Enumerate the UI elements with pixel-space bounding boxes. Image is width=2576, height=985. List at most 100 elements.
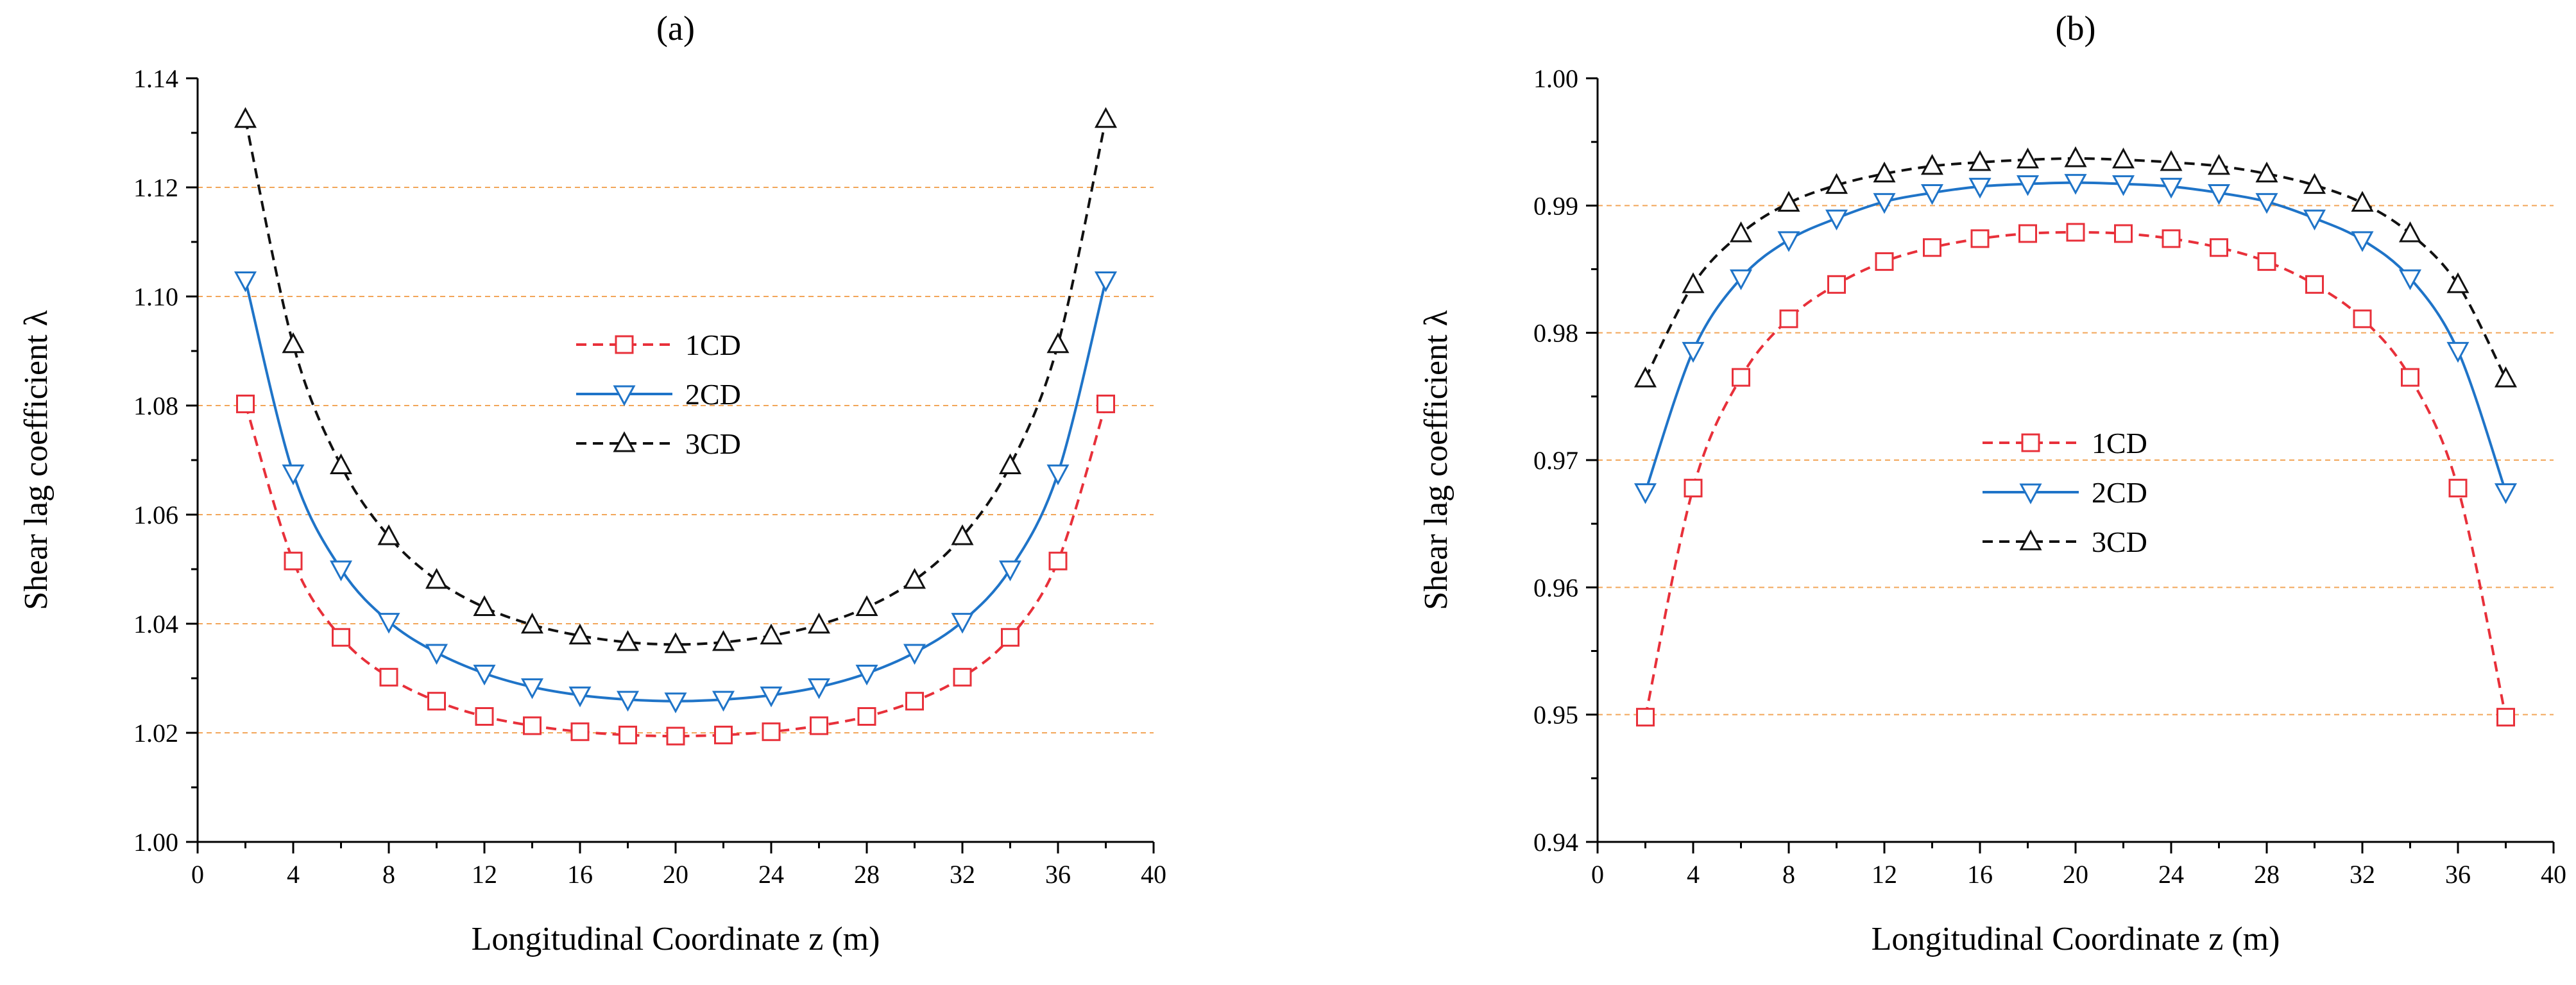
chart-title: (a) [656, 9, 695, 47]
data-point-2CD [1682, 341, 1705, 363]
series-line-1CD [1644, 230, 2507, 718]
data-point-2CD [1920, 184, 1944, 205]
data-point-1CD [475, 707, 494, 726]
x-tick-label: 20 [663, 860, 688, 889]
data-point-1CD [1636, 708, 1655, 727]
legend: 1CD 2CD 3CD [576, 329, 741, 460]
data-point-1CD [2401, 368, 2419, 387]
data-point-3CD [1633, 366, 1657, 388]
data-point-3CD [664, 632, 687, 653]
data-point-1CD [570, 722, 590, 741]
data-point-2CD [760, 686, 783, 708]
data-point-1CD [1923, 238, 1941, 257]
x-tick-label: 28 [2254, 860, 2280, 889]
series-1CD [236, 394, 1115, 746]
data-point-2CD [2064, 174, 2087, 195]
data-point-1CD [2257, 252, 2276, 271]
data-point-3CD [1777, 191, 1800, 212]
data-point-3CD [855, 595, 878, 616]
data-point-1CD [1001, 628, 1019, 647]
y-axis-label: Shear lag coefficient λ [1418, 310, 1454, 610]
y-tick-label: 0.98 [1533, 319, 1578, 348]
data-point-2CD [234, 271, 257, 293]
x-tick-label: 20 [2063, 860, 2088, 889]
data-point-2CD [568, 686, 592, 708]
data-point-1CD [618, 725, 637, 744]
data-point-3CD [616, 630, 640, 651]
y-tick-label: 0.94 [1533, 828, 1578, 857]
data-point-2CD [425, 644, 448, 665]
data-point-1CD [810, 716, 828, 735]
x-tick-label: 40 [2541, 860, 2566, 889]
data-point-2CD [2255, 193, 2278, 214]
data-point-2CD [2160, 178, 2183, 199]
data-point-2CD [1777, 231, 1800, 252]
data-point-2CD [520, 678, 544, 699]
x-axis-label: Longitudinal Coordinate z (m) [472, 921, 880, 957]
data-point-2CD [855, 664, 878, 686]
data-point-2CD [377, 613, 400, 634]
legend-marker-2CD [613, 385, 636, 406]
x-tick-label: 28 [854, 860, 880, 889]
data-point-1CD [1827, 275, 1846, 294]
legend-marker-1CD [615, 335, 634, 354]
data-point-1CD [857, 707, 876, 726]
x-tick-label: 0 [191, 860, 204, 889]
data-point-2CD [2398, 269, 2422, 291]
legend-marker-3CD [2019, 529, 2042, 551]
y-tick-label: 0.99 [1533, 191, 1578, 220]
data-point-1CD [2448, 479, 2468, 498]
data-point-3CD [2160, 150, 2183, 171]
legend-label-1CD: 1CD [2092, 427, 2147, 459]
data-point-2CD [1046, 464, 1070, 486]
data-point-1CD [1779, 309, 1798, 329]
x-tick-label: 16 [567, 860, 593, 889]
data-point-1CD [2305, 275, 2324, 294]
data-point-1CD [523, 716, 542, 735]
data-point-3CD [903, 568, 926, 589]
x-tick-label: 12 [1872, 860, 1897, 889]
data-point-2CD [903, 644, 926, 665]
chart-panel-a: 0 4 8 12 16 20 24 28 32 36 40 1.00 1.02 1.04 1.06 1.08 1… [18, 9, 1166, 957]
data-point-1CD [2114, 224, 2133, 243]
data-point-1CD [714, 725, 733, 744]
y-tick-label: 0.96 [1533, 573, 1578, 602]
data-point-3CD [2255, 161, 2278, 183]
data-point-2CD [329, 560, 353, 581]
legend: 1CD 2CD 3CD [1983, 427, 2147, 558]
x-tick-label: 12 [472, 860, 497, 889]
data-point-3CD [1873, 161, 1896, 183]
data-point-2CD [998, 560, 1022, 581]
data-point-2CD [2111, 175, 2135, 196]
data-point-1CD [2018, 224, 2037, 243]
data-point-1CD [1684, 479, 1703, 498]
data-point-1CD [1732, 368, 1750, 387]
data-point-3CD [1968, 150, 1992, 171]
series-line-1CD [244, 403, 1107, 738]
x-tick-label: 8 [1782, 860, 1795, 889]
legend-label-3CD: 3CD [685, 427, 741, 460]
series-3CD [1633, 146, 2518, 388]
data-point-3CD [2303, 173, 2326, 194]
data-point-3CD [234, 107, 257, 128]
data-point-1CD [2162, 229, 2181, 248]
data-point-3CD [712, 630, 735, 651]
data-point-1CD [2496, 708, 2515, 727]
data-point-3CD [1682, 272, 1705, 293]
data-point-1CD [1048, 551, 1068, 570]
x-tick-label: 36 [2445, 860, 2471, 889]
data-point-2CD [1825, 209, 1848, 231]
data-point-1CD [2066, 223, 2085, 242]
x-tick-label: 0 [1591, 860, 1604, 889]
y-tick-label: 1.00 [1533, 64, 1578, 93]
x-tick-label: 32 [2350, 860, 2375, 889]
y-tick-label: 1.04 [133, 610, 178, 638]
data-point-3CD [951, 524, 974, 545]
x-tick-label: 4 [287, 860, 300, 889]
data-point-2CD [1968, 178, 1992, 199]
data-point-2CD [1873, 193, 1896, 214]
y-tick-label: 0.95 [1533, 701, 1578, 730]
data-point-2CD [473, 664, 496, 686]
y-tick-label: 1.12 [133, 173, 178, 202]
data-point-1CD [332, 628, 350, 647]
